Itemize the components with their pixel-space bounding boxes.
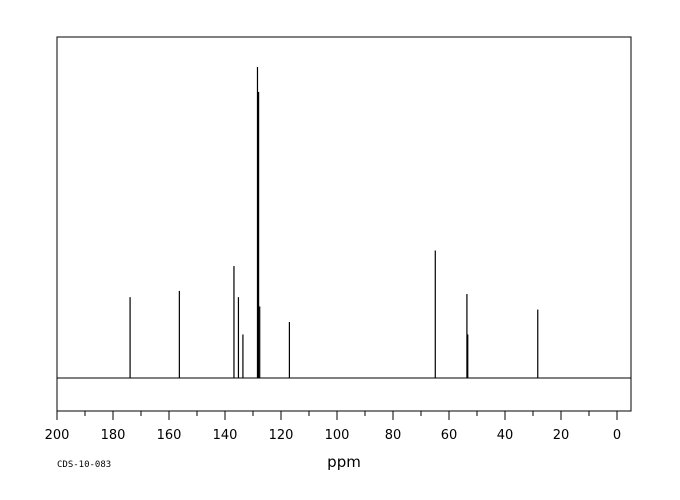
x-tick-label-40: 40 (497, 428, 514, 443)
compound-code: CDS-10-083 (57, 460, 111, 470)
x-tick-label-160: 160 (157, 428, 182, 443)
x-tick-label-100: 100 (325, 428, 350, 443)
x-tick-label-20: 20 (553, 428, 570, 443)
plot-frame (56, 36, 632, 412)
x-tick-label-60: 60 (441, 428, 458, 443)
x-tick-label-120: 120 (269, 428, 294, 443)
x-axis-ticks: 200 180 160 140 120 100 80 60 40 20 0 (45, 411, 621, 443)
peaks-group (129, 67, 539, 378)
x-tick-label-180: 180 (101, 428, 126, 443)
x-tick-label-0: 0 (613, 428, 621, 443)
x-tick-label-200: 200 (45, 428, 70, 443)
x-tick-label-140: 140 (213, 428, 238, 443)
x-tick-label-80: 80 (385, 428, 402, 443)
x-axis-label: ppm (327, 453, 361, 471)
